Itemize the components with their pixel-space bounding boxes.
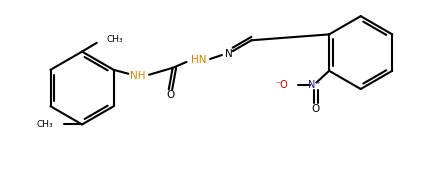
Text: N⁺: N⁺ xyxy=(307,80,320,90)
Text: NH: NH xyxy=(130,71,146,81)
Text: ⁻O: ⁻O xyxy=(274,80,287,90)
Text: O: O xyxy=(166,90,174,100)
Text: O: O xyxy=(311,104,319,114)
Text: HN: HN xyxy=(190,55,206,65)
Text: N: N xyxy=(225,49,232,59)
Text: CH₃: CH₃ xyxy=(37,120,53,129)
Text: CH₃: CH₃ xyxy=(106,35,123,44)
